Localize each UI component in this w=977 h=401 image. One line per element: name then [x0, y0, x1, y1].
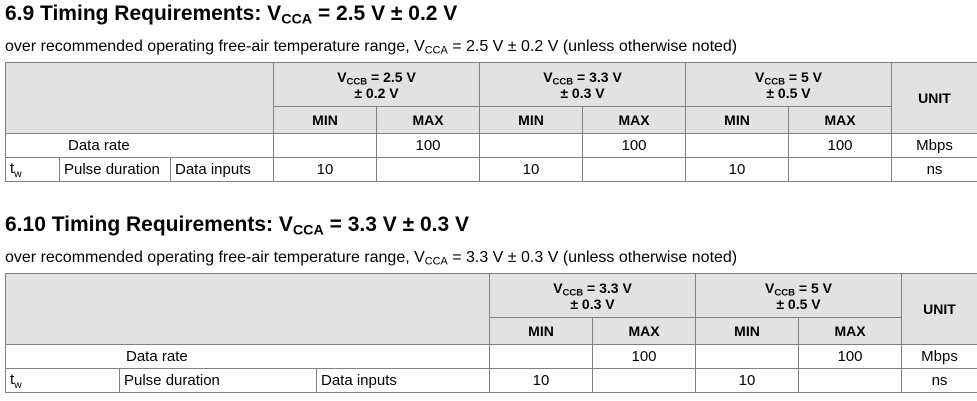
- value-cell: [695, 344, 799, 369]
- group-header: VCCB = 5 V ± 0.5 V: [695, 273, 902, 318]
- value-cell: 10: [489, 368, 593, 393]
- value-cell: [489, 344, 593, 369]
- value-cell: 100: [592, 344, 696, 369]
- value-cell: [788, 157, 892, 182]
- unit-cell: Mbps: [901, 344, 977, 369]
- value-cell: 10: [479, 157, 583, 182]
- unit-cell: Mbps: [891, 133, 977, 158]
- value-cell: [685, 133, 789, 158]
- min-header: MIN: [273, 106, 377, 134]
- symbol-cell: tw: [5, 157, 60, 182]
- table-row: tw Pulse duration Data inputs 10 10 10 n…: [5, 157, 977, 182]
- group-header: VCCB = 2.5 V ± 0.2 V: [273, 62, 480, 107]
- value-cell: [582, 157, 686, 182]
- conditions-note: over recommended operating free-air temp…: [5, 249, 738, 268]
- max-header: MAX: [592, 317, 696, 345]
- max-header: MAX: [582, 106, 686, 134]
- value-cell: 10: [685, 157, 789, 182]
- max-header: MAX: [788, 106, 892, 134]
- table-row: Data rate 100 100 100 Mbps: [5, 133, 977, 158]
- min-header: MIN: [479, 106, 583, 134]
- group-header: VCCB = 5 V ± 0.5 V: [685, 62, 892, 107]
- param-sublabel: Data inputs: [316, 368, 490, 393]
- min-header: MIN: [489, 317, 593, 345]
- min-header: MIN: [685, 106, 789, 134]
- value-cell: [592, 368, 696, 393]
- value-cell: 10: [695, 368, 799, 393]
- value-cell: 100: [788, 133, 892, 158]
- param-label: Data rate: [5, 344, 490, 369]
- unit-cell: ns: [901, 368, 977, 393]
- value-cell: 100: [798, 344, 902, 369]
- symbol-cell: tw: [5, 368, 120, 393]
- value-cell: 100: [582, 133, 686, 158]
- unit-header: UNIT: [891, 62, 977, 134]
- section-heading: 6.9 Timing Requirements: VCCA = 2.5 V ± …: [5, 2, 458, 28]
- table-row: tw Pulse duration Data inputs 10 10 ns: [5, 368, 977, 393]
- param-label: Data rate: [5, 133, 274, 158]
- group-header: VCCB = 3.3 V ± 0.3 V: [489, 273, 696, 318]
- section-heading: 6.10 Timing Requirements: VCCA = 3.3 V ±…: [5, 213, 469, 239]
- min-header: MIN: [695, 317, 799, 345]
- value-cell: 100: [376, 133, 480, 158]
- value-cell: [376, 157, 480, 182]
- timing-table: VCCB = 3.3 V ± 0.3 V VCCB = 5 V ± 0.5 V UN…: [5, 273, 977, 393]
- max-header: MAX: [798, 317, 902, 345]
- header-blank: [5, 273, 490, 345]
- param-sublabel: Data inputs: [170, 157, 274, 182]
- table-row: Data rate 100 100 Mbps: [5, 344, 977, 369]
- value-cell: 10: [273, 157, 377, 182]
- max-header: MAX: [376, 106, 480, 134]
- param-label: Pulse duration: [119, 368, 317, 393]
- unit-cell: ns: [891, 157, 977, 182]
- unit-header: UNIT: [901, 273, 977, 345]
- timing-table: VCCB = 2.5 V ± 0.2 V VCCB = 3.3 V ± 0.3 V …: [5, 62, 977, 182]
- group-header: VCCB = 3.3 V ± 0.3 V: [479, 62, 686, 107]
- value-cell: [479, 133, 583, 158]
- value-cell: [273, 133, 377, 158]
- header-blank: [5, 62, 274, 134]
- param-label: Pulse duration: [59, 157, 171, 182]
- value-cell: [798, 368, 902, 393]
- conditions-note: over recommended operating free-air temp…: [5, 38, 738, 57]
